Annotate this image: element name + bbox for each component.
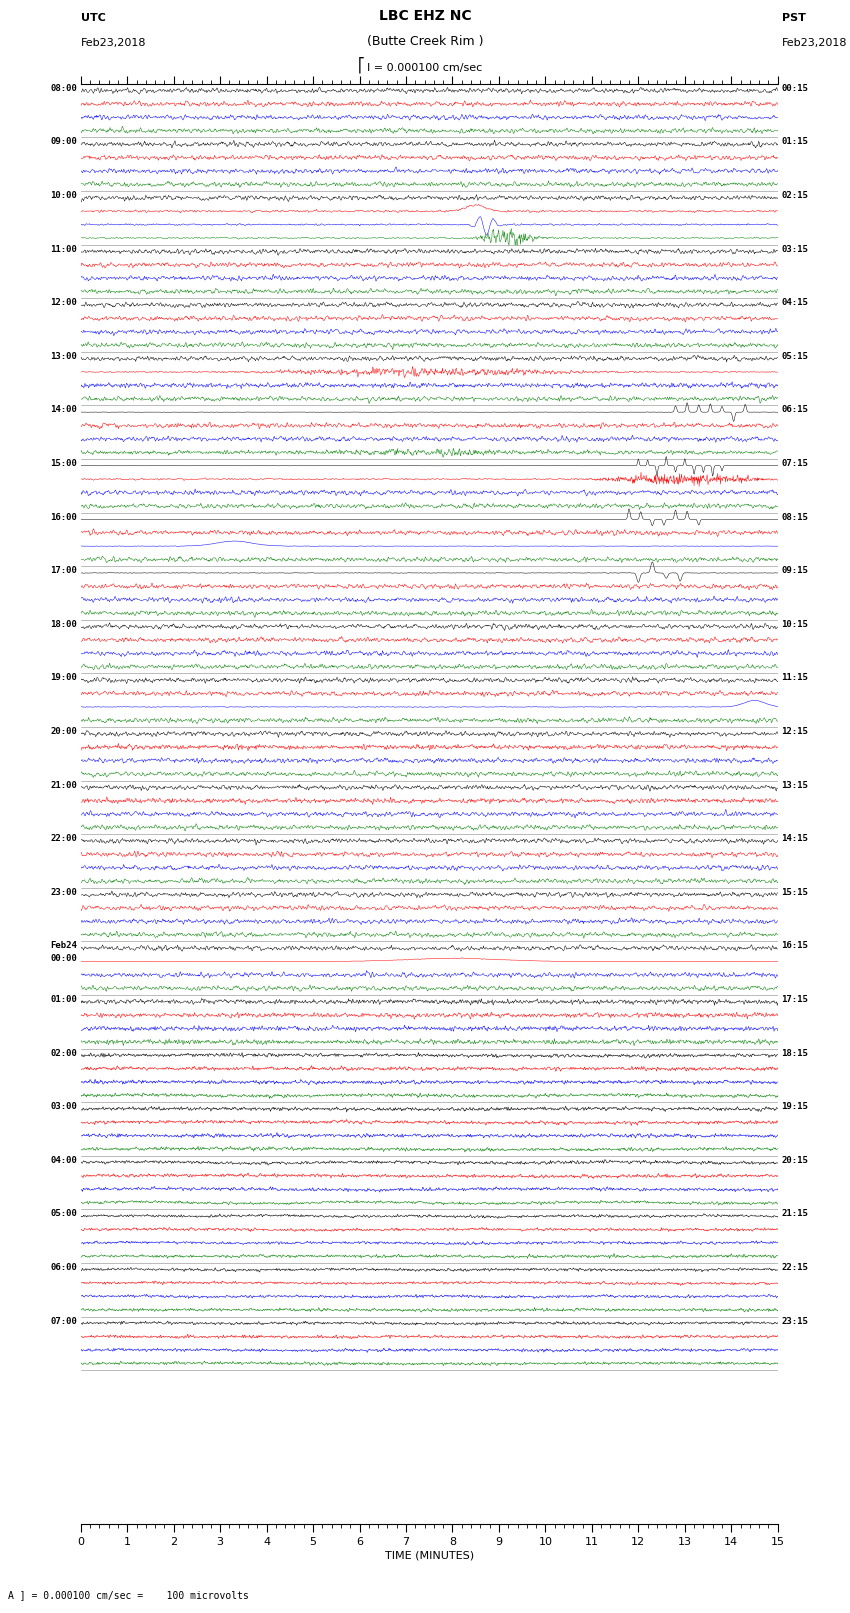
Text: 01:00: 01:00 — [50, 995, 77, 1003]
Text: Feb23,2018: Feb23,2018 — [81, 39, 146, 48]
Text: A ] = 0.000100 cm/sec =    100 microvolts: A ] = 0.000100 cm/sec = 100 microvolts — [8, 1590, 249, 1600]
Text: LBC EHZ NC: LBC EHZ NC — [379, 8, 471, 23]
Text: 16:00: 16:00 — [50, 513, 77, 521]
Text: 04:00: 04:00 — [50, 1157, 77, 1165]
Text: 08:15: 08:15 — [781, 513, 808, 521]
Text: 14:00: 14:00 — [50, 405, 77, 415]
Text: 17:15: 17:15 — [781, 995, 808, 1003]
Text: 09:15: 09:15 — [781, 566, 808, 576]
Text: 17:00: 17:00 — [50, 566, 77, 576]
Text: 04:15: 04:15 — [781, 298, 808, 306]
Text: 08:00: 08:00 — [50, 84, 77, 94]
Text: I = 0.000100 cm/sec: I = 0.000100 cm/sec — [367, 63, 483, 73]
Text: 20:15: 20:15 — [781, 1157, 808, 1165]
Text: 20:00: 20:00 — [50, 727, 77, 736]
X-axis label: TIME (MINUTES): TIME (MINUTES) — [385, 1550, 473, 1560]
Text: 15:00: 15:00 — [50, 460, 77, 468]
Text: UTC: UTC — [81, 13, 105, 23]
Text: (Butte Creek Rim ): (Butte Creek Rim ) — [366, 35, 484, 48]
Text: 22:15: 22:15 — [781, 1263, 808, 1273]
Text: ⎡: ⎡ — [358, 56, 365, 73]
Text: 05:15: 05:15 — [781, 352, 808, 361]
Text: 15:15: 15:15 — [781, 887, 808, 897]
Text: 19:00: 19:00 — [50, 673, 77, 682]
Text: 02:00: 02:00 — [50, 1048, 77, 1058]
Text: 00:00: 00:00 — [50, 955, 77, 963]
Text: 10:00: 10:00 — [50, 190, 77, 200]
Text: 01:15: 01:15 — [781, 137, 808, 147]
Text: 00:15: 00:15 — [781, 84, 808, 94]
Text: 11:00: 11:00 — [50, 245, 77, 253]
Text: 23:15: 23:15 — [781, 1316, 808, 1326]
Text: 19:15: 19:15 — [781, 1102, 808, 1111]
Text: 21:15: 21:15 — [781, 1210, 808, 1218]
Text: 06:00: 06:00 — [50, 1263, 77, 1273]
Text: Feb24: Feb24 — [50, 942, 77, 950]
Text: 09:00: 09:00 — [50, 137, 77, 147]
Text: 05:00: 05:00 — [50, 1210, 77, 1218]
Text: Feb23,2018: Feb23,2018 — [782, 39, 847, 48]
Text: 03:00: 03:00 — [50, 1102, 77, 1111]
Text: 13:15: 13:15 — [781, 781, 808, 790]
Text: PST: PST — [782, 13, 806, 23]
Text: 03:15: 03:15 — [781, 245, 808, 253]
Text: 07:00: 07:00 — [50, 1316, 77, 1326]
Text: 21:00: 21:00 — [50, 781, 77, 790]
Text: 02:15: 02:15 — [781, 190, 808, 200]
Text: 12:00: 12:00 — [50, 298, 77, 306]
Text: 11:15: 11:15 — [781, 673, 808, 682]
Text: 22:00: 22:00 — [50, 834, 77, 844]
Text: 10:15: 10:15 — [781, 619, 808, 629]
Text: 23:00: 23:00 — [50, 887, 77, 897]
Text: 07:15: 07:15 — [781, 460, 808, 468]
Text: 18:15: 18:15 — [781, 1048, 808, 1058]
Text: 13:00: 13:00 — [50, 352, 77, 361]
Text: 16:15: 16:15 — [781, 942, 808, 950]
Text: 12:15: 12:15 — [781, 727, 808, 736]
Text: 06:15: 06:15 — [781, 405, 808, 415]
Text: 14:15: 14:15 — [781, 834, 808, 844]
Text: 18:00: 18:00 — [50, 619, 77, 629]
